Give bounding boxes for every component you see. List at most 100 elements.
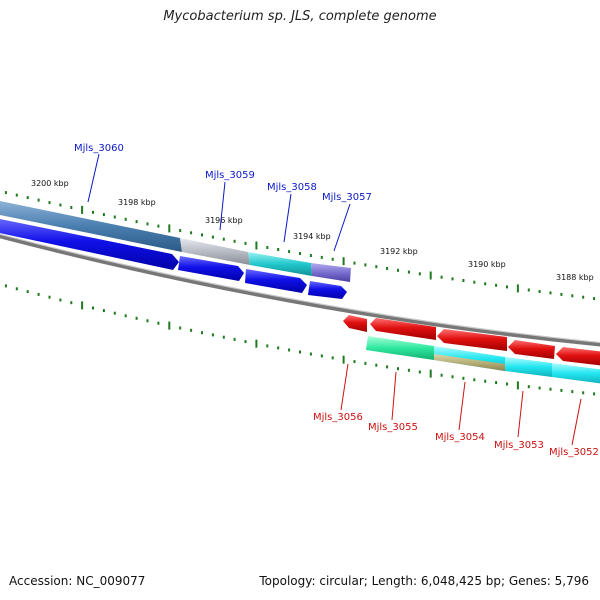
scale-label: 3192 kbp [380, 247, 418, 256]
minor-tick [582, 295, 585, 299]
leader-line [517, 390, 524, 438]
minor-tick [506, 382, 508, 386]
gene-label[interactable]: Mjls_3052 [549, 447, 599, 458]
feature-segment[interactable] [366, 336, 434, 360]
minor-tick [473, 280, 476, 284]
cds-arrow[interactable] [556, 347, 600, 366]
minor-tick [538, 290, 541, 293]
leader-line [340, 363, 349, 411]
gene-label[interactable]: Mjls_3059 [205, 170, 255, 181]
minor-tick [4, 191, 7, 195]
minor-tick [190, 231, 193, 235]
minor-tick [288, 348, 291, 352]
minor-tick [484, 282, 487, 286]
major-tick [342, 355, 345, 364]
minor-tick [146, 319, 149, 323]
gene-label[interactable]: Mjls_3060 [74, 143, 124, 154]
minor-tick [124, 217, 127, 221]
minor-tick [113, 215, 116, 219]
minor-tick [299, 252, 301, 255]
minor-tick [560, 388, 563, 392]
minor-tick [244, 340, 247, 344]
minor-tick [495, 283, 498, 287]
gene-label[interactable]: Mjls_3053 [494, 440, 544, 451]
minor-tick [593, 392, 596, 396]
feature-segment[interactable] [248, 252, 312, 276]
minor-tick [135, 316, 138, 320]
minor-tick [288, 250, 291, 253]
minor-tick [15, 287, 18, 291]
minor-tick [495, 381, 498, 385]
minor-tick [320, 255, 323, 259]
minor-tick [386, 267, 389, 270]
scale-label: 3190 kbp [468, 260, 506, 269]
scale-label: 3198 kbp [118, 198, 156, 207]
cds-arrow[interactable] [508, 340, 555, 359]
genome-backbone-highlight [0, 233, 600, 344]
scale-labels: 3200 kbp 3198 kbp 3196 kbp 3194 kbp 3192… [31, 179, 594, 282]
cds-arrow[interactable] [437, 329, 507, 351]
gene-label[interactable]: Mjls_3058 [267, 182, 317, 193]
major-tick [168, 224, 171, 233]
scale-label: 3194 kbp [293, 232, 331, 241]
minor-tick [233, 239, 236, 243]
minor-tick [266, 246, 269, 249]
reverse-cds-track [343, 315, 600, 366]
minor-tick [59, 203, 62, 207]
minor-tick [407, 368, 410, 372]
minor-tick [364, 361, 367, 365]
minor-tick [102, 309, 105, 313]
cds-arrow[interactable] [245, 269, 307, 293]
cds-arrow[interactable] [178, 256, 244, 281]
minor-tick [462, 376, 465, 380]
minor-tick [484, 379, 487, 383]
gene-label[interactable]: Mjls_3055 [368, 422, 418, 433]
gene-label[interactable]: Mjls_3056 [313, 412, 363, 423]
major-tick [516, 381, 519, 390]
minor-tick [277, 346, 280, 350]
minor-tick [538, 386, 541, 390]
minor-tick [26, 290, 29, 294]
minor-tick [37, 198, 40, 202]
minor-tick [451, 277, 454, 281]
feature-segment[interactable] [552, 363, 600, 384]
minor-tick [375, 265, 378, 269]
feature-segment[interactable] [311, 263, 351, 282]
feature-segment[interactable] [434, 354, 505, 371]
major-tick [81, 301, 84, 310]
minor-tick [211, 235, 214, 239]
gene-label[interactable]: Mjls_3057 [322, 192, 372, 203]
minor-tick [266, 344, 269, 348]
minor-tick [331, 257, 334, 261]
minor-tick [309, 254, 312, 257]
minor-tick [440, 373, 443, 377]
minor-tick [26, 196, 29, 200]
minor-tick [571, 390, 574, 394]
minor-tick [397, 268, 399, 272]
minor-tick [70, 301, 73, 305]
minor-tick [418, 272, 421, 276]
minor-tick [440, 275, 443, 279]
cds-arrow[interactable] [343, 315, 367, 332]
cds-arrow[interactable] [308, 281, 347, 299]
leader-line [391, 371, 397, 421]
major-tick [255, 339, 258, 348]
genome-title: Mycobacterium sp. JLS, complete genome [163, 9, 437, 24]
minor-tick [299, 350, 301, 354]
gene-label[interactable]: Mjls_3054 [435, 432, 485, 443]
minor-tick [527, 385, 530, 389]
leader-line [219, 181, 226, 231]
feature-segment[interactable] [0, 200, 182, 252]
feature-segment[interactable] [180, 238, 250, 265]
minor-tick [277, 248, 280, 251]
minor-tick [48, 201, 51, 205]
minor-tick [473, 378, 476, 382]
cds-arrow[interactable] [0, 218, 179, 270]
leader-line [571, 398, 582, 446]
cds-arrow[interactable] [370, 318, 436, 340]
leader-line [333, 203, 351, 252]
feature-segment[interactable] [505, 357, 552, 377]
major-tick [342, 257, 345, 266]
scale-ticks-outer [4, 191, 596, 301]
